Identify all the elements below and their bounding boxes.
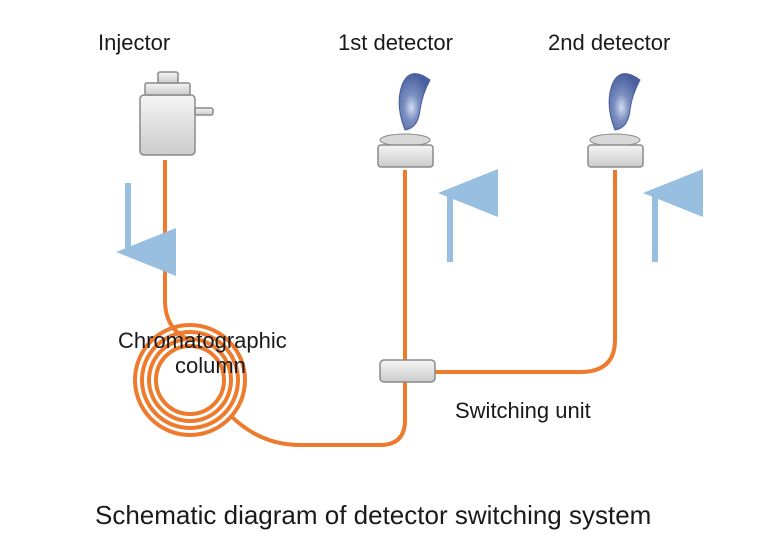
diagram-canvas [0,0,780,560]
detector-1-icon [378,74,433,167]
detector-1-label: 1st detector [338,30,453,56]
column-label-line1: Chromatographic [118,328,287,354]
detector-2-icon [588,74,643,167]
caption: Schematic diagram of detector switching … [95,500,651,531]
injector-label: Injector [98,30,170,56]
injector-icon [140,72,213,155]
switching-unit-label: Switching unit [455,398,591,424]
detector-2-label: 2nd detector [548,30,670,56]
column-label-line2: column [175,353,246,379]
switching-unit-icon [380,360,435,382]
flow-arrows [128,183,655,262]
